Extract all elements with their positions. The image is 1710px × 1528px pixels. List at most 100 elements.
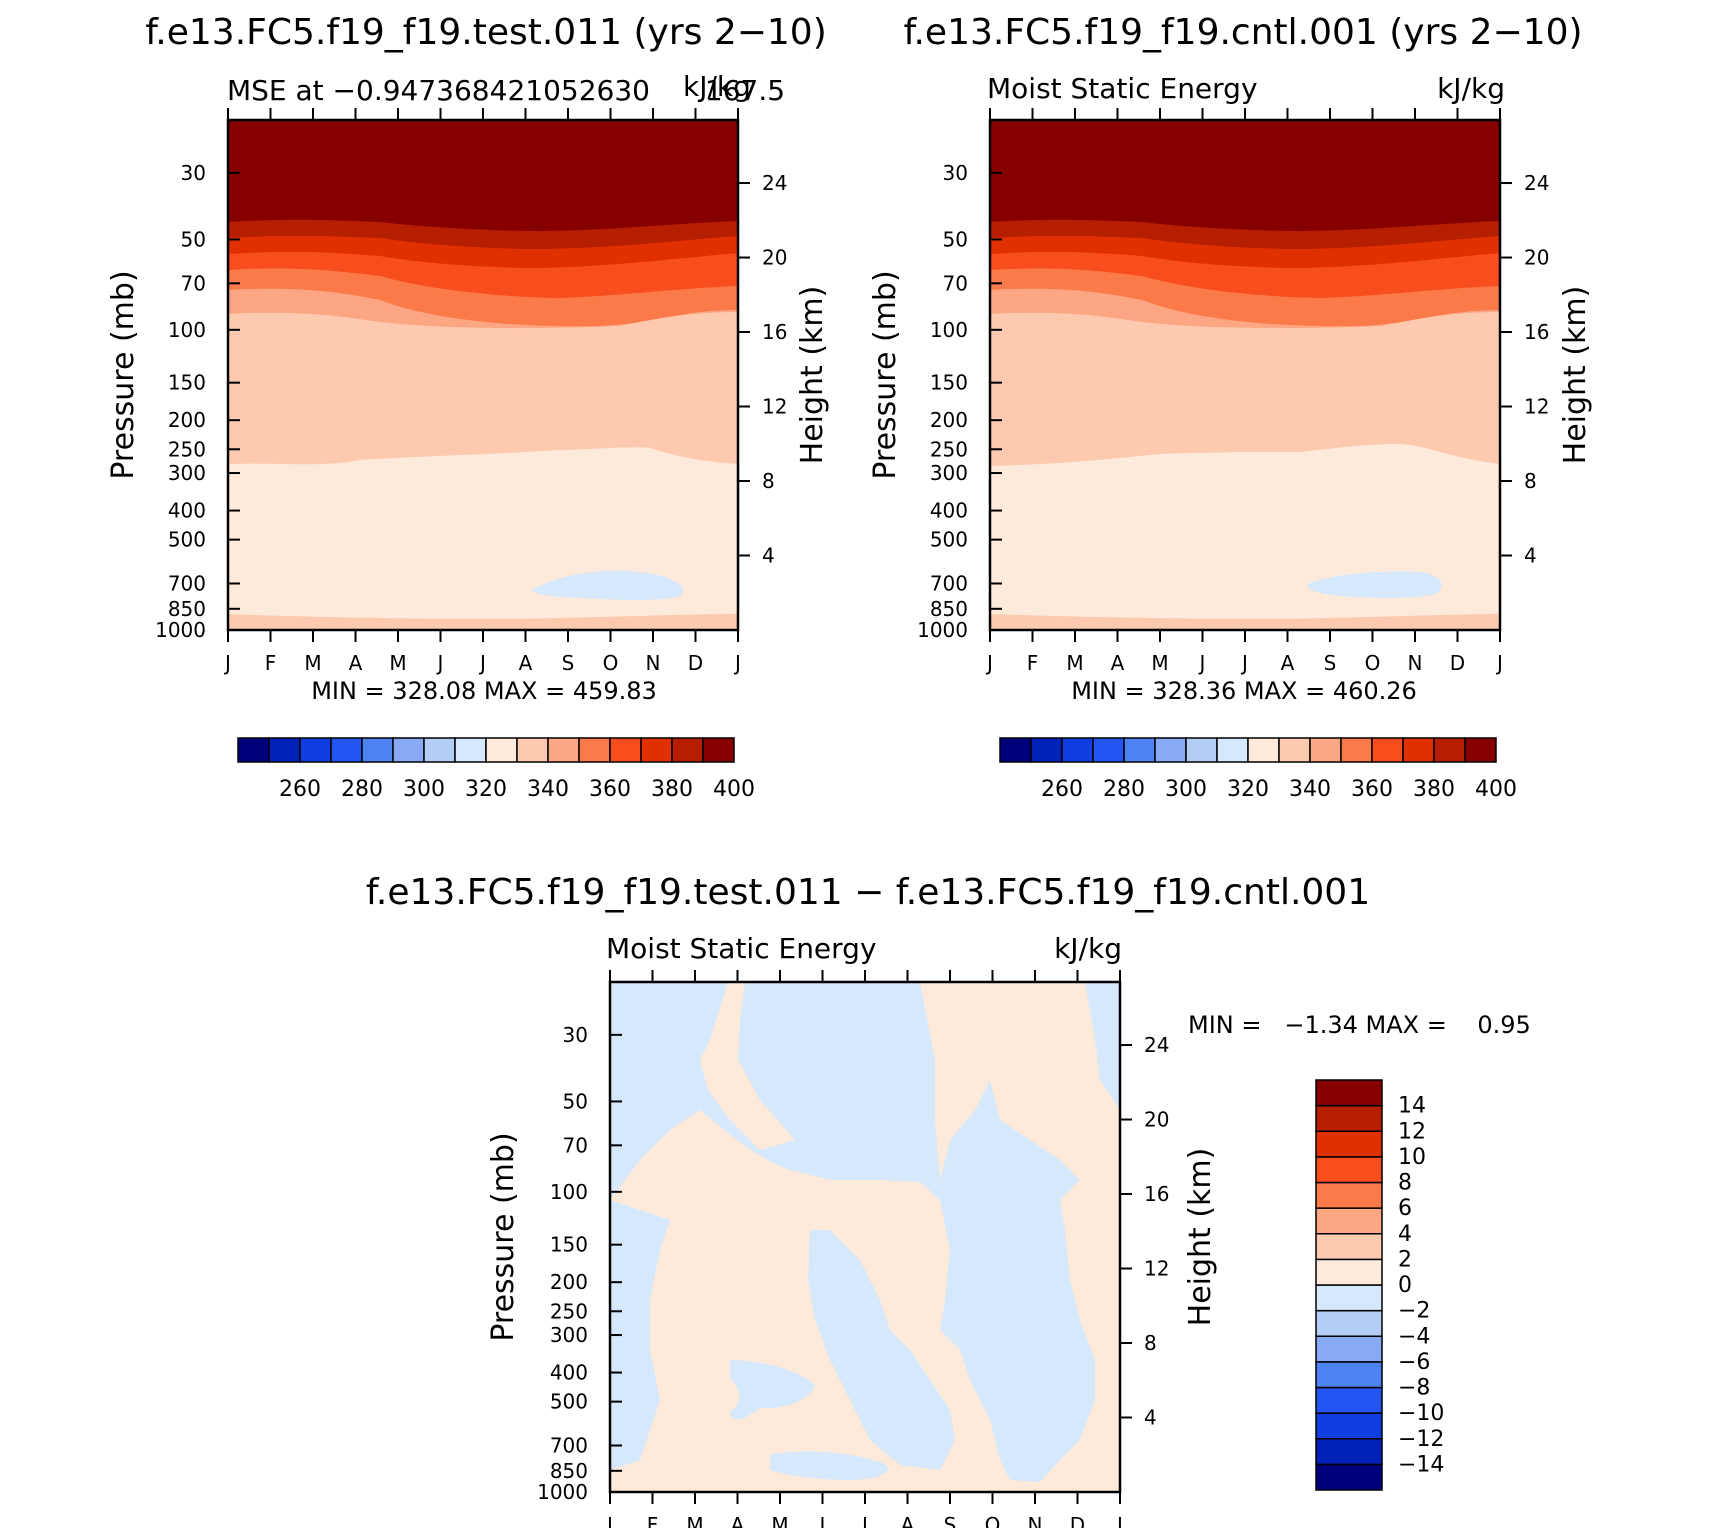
diff-colorbar-label: 2 [1398,1247,1412,1272]
diff-colorbar-label: −12 [1398,1427,1444,1452]
pressure-tick-label: 200 [930,408,968,432]
pressure-tick-label: 850 [168,597,206,621]
height-tick-label: 12 [1144,1257,1169,1281]
month-tick-label: J [605,1513,613,1528]
panel-cntl: f.e13.FC5.f19_f19.cntl.001 (yrs 2−10) Mo… [868,12,1593,802]
colorbar-swatch [361,737,394,763]
pressure-tick-label: 300 [930,461,968,485]
diff-colorbar-swatch [1315,1438,1383,1466]
diff-colorbar-label: 12 [1398,1119,1426,1144]
month-tick-label: J [860,1513,868,1528]
panel-cntl-y2label: Height (km) [1558,286,1593,465]
month-tick-label: J [818,1513,826,1528]
panel-test-subtitle-left: MSE at −0.947368421052630 [227,74,650,107]
colorbar-swatch [547,737,580,763]
diff-region-negative-lower [730,1360,815,1420]
diff-colorbar-swatch [1315,1361,1383,1389]
month-tick-label: J [733,651,741,675]
colorbar-swatch [1092,737,1125,763]
pressure-tick-label: 850 [550,1459,588,1483]
month-tick-label: S [944,1513,957,1528]
diff-colorbar-label: −14 [1398,1452,1444,1477]
month-tick-label: D [1070,1513,1085,1528]
colorbar-swatch [1433,737,1466,763]
height-tick-label: 24 [762,171,787,195]
panel-test-stats: MIN = 328.08 MAX = 459.83 [311,677,657,705]
pressure-tick-label: 100 [930,318,968,342]
month-tick-label: M [389,651,406,675]
height-tick-label: 8 [1144,1331,1157,1355]
panel-diff-title: f.e13.FC5.f19_f19.test.011 − f.e13.FC5.f… [366,872,1370,913]
month-tick-label: S [562,651,575,675]
colorbar-label: 340 [1289,777,1331,802]
pressure-tick-label: 70 [943,271,968,295]
diff-region-negative-mid [808,1230,955,1470]
colorbar-swatch [1061,737,1094,763]
colorbar-swatch [392,737,425,763]
colorbar-swatch [671,737,704,763]
pressure-tick-label: 1000 [537,1480,588,1504]
month-tick-label: S [1324,651,1337,675]
colorbar-label: 380 [651,777,693,802]
panel-diff: f.e13.FC5.f19_f19.test.011 − f.e13.FC5.f… [366,872,1531,1528]
diff-colorbar-swatch [1315,1284,1383,1312]
month-tick-label: J [1495,651,1503,675]
colorbar-label: 360 [589,777,631,802]
diff-colorbar-label: −4 [1398,1324,1430,1349]
panel-test-title: f.e13.FC5.f19_f19.test.011 (yrs 2−10) [145,12,827,53]
month-tick-label: F [647,1513,659,1528]
colorbar-swatch [1309,737,1342,763]
colorbar-swatch [1030,737,1063,763]
pressure-tick-label: 500 [930,528,968,552]
month-tick-label: A [519,651,533,675]
colorbar-swatch [1123,737,1156,763]
colorbar-swatch [1340,737,1373,763]
colorbar-swatch [330,737,363,763]
panel-cntl-subtitle-right: kJ/kg [1437,72,1505,105]
pressure-tick-label: 700 [550,1434,588,1458]
colorbar-label: 400 [713,777,755,802]
pressure-tick-label: 850 [930,597,968,621]
pressure-tick-label: 200 [168,408,206,432]
month-tick-label: A [349,651,363,675]
month-tick-label: F [265,651,277,675]
colorbar-label: 280 [1103,777,1145,802]
diff-colorbar-swatch [1315,1079,1383,1107]
diff-colorbar-label: −10 [1398,1401,1444,1426]
diff-colorbar-label: 6 [1398,1196,1412,1221]
panel-diff-subtitle-left: Moist Static Energy [606,932,877,965]
colorbar-label: 320 [465,777,507,802]
diff-colorbar-label: −2 [1398,1299,1430,1324]
panel-test-subtitle-overlap: 167.5 [705,74,785,107]
pressure-tick-label: 250 [168,437,206,461]
pressure-tick-label: 250 [930,437,968,461]
diff-colorbar-swatch [1315,1207,1383,1235]
cntl-band-near-surface [990,614,1500,630]
panel-test-colorbar: 260 280 300 320 340 360 380 400 [237,737,755,802]
panel-diff-y2label: Height (km) [1183,1148,1218,1327]
month-tick-label: D [1450,651,1465,675]
diff-region-positive-top-right [920,982,1120,1192]
colorbar-swatch [423,737,456,763]
colorbar-label: 380 [1413,777,1455,802]
month-tick-label: N [1408,651,1423,675]
height-tick-label: 16 [1144,1182,1169,1206]
pressure-tick-label: 250 [550,1299,588,1323]
month-tick-label: M [1066,651,1083,675]
height-tick-label: 4 [1524,544,1537,568]
month-tick-label: J [436,651,444,675]
pressure-tick-label: 70 [563,1133,588,1157]
month-tick-label: N [646,651,661,675]
diff-colorbar-swatch [1315,1463,1383,1491]
month-tick-label: J [1115,1513,1123,1528]
cntl-band-330-340 [990,444,1500,630]
month-tick-label: J [478,651,486,675]
height-tick-label: 20 [1144,1108,1169,1132]
panel-diff-ylabel: Pressure (mb) [486,1132,521,1341]
colorbar-swatch [640,737,673,763]
panel-test-ylabel: Pressure (mb) [106,270,141,479]
pressure-tick-label: 50 [943,227,968,251]
